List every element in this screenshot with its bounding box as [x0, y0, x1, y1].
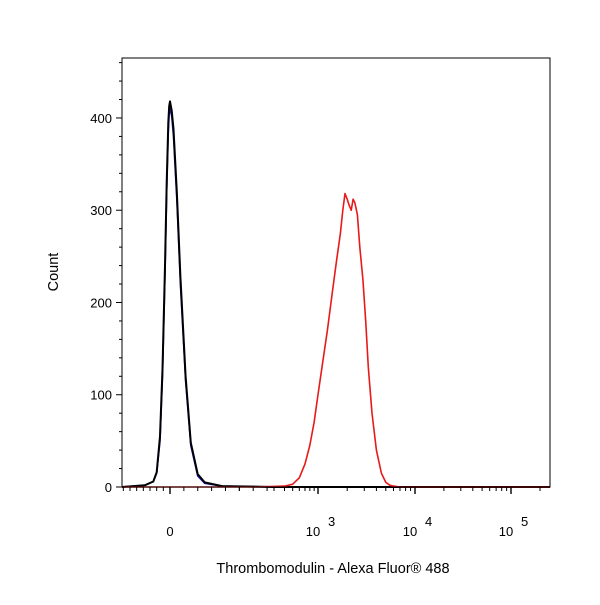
x-tick-exponent-3: 5	[521, 514, 528, 529]
series-line-2	[122, 192, 550, 488]
y-tick-label-2: 200	[90, 295, 112, 310]
y-tick-label-4: 400	[90, 111, 112, 126]
x-tick-label-3: 10	[499, 524, 513, 539]
series-layer	[121, 100, 550, 488]
plot-frame	[121, 57, 551, 488]
x-tick-label-1: 10	[306, 524, 320, 539]
x-tick-label-2: 10	[403, 524, 417, 539]
y-tick-label-1: 100	[90, 388, 112, 403]
y-axis-title: Count	[46, 253, 62, 292]
x-tick-exponent-1: 3	[328, 514, 335, 529]
series-line-0	[121, 107, 550, 488]
series-line-1	[121, 100, 550, 488]
x-tick-exponent-2: 4	[425, 514, 432, 529]
x-tick-label-0: 0	[166, 524, 173, 539]
x-axis-title: Thrombomodulin - Alexa Fluor® 488	[216, 561, 449, 577]
y-tick-label-0: 0	[105, 480, 112, 495]
axes-layer: 0 100 200 300 400 0 10 3 10 4 10 5	[90, 62, 541, 539]
y-tick-label-3: 300	[90, 203, 112, 218]
